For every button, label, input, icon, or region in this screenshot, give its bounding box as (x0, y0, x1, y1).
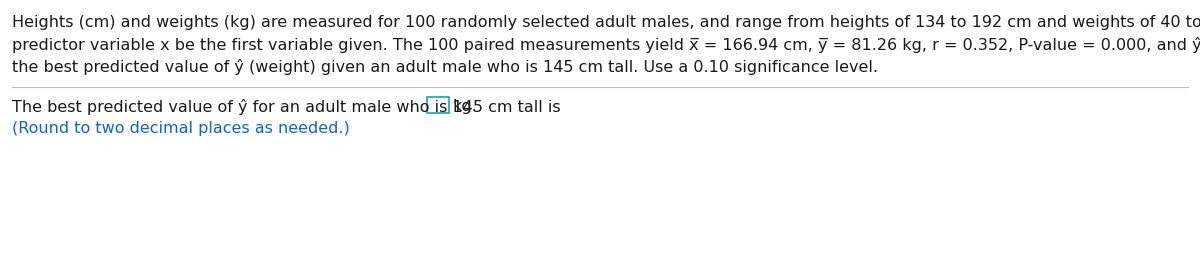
Text: Heights (cm) and weights (kg) are measured for 100 randomly selected adult males: Heights (cm) and weights (kg) are measur… (12, 15, 1200, 30)
Text: The best predicted value of ŷ for an adult male who is 145 cm tall is: The best predicted value of ŷ for an ad… (12, 99, 565, 115)
Text: kg.: kg. (452, 99, 478, 114)
Text: predictor variable x be the first variable given. The 100 paired measurements yi: predictor variable x be the first variab… (12, 37, 1200, 53)
Bar (427, 97, 449, 113)
Text: the best predicted value of ŷ (weight) given an adult male who is 145 cm tall. : the best predicted value of ŷ (weight) … (12, 59, 878, 75)
Text: (Round to two decimal places as needed.): (Round to two decimal places as needed.) (12, 121, 349, 136)
